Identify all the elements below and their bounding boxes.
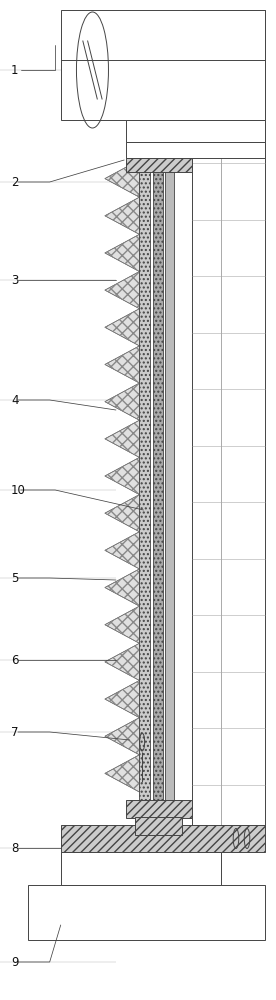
Polygon shape [105, 383, 139, 420]
Text: 2: 2 [11, 176, 18, 188]
Polygon shape [105, 643, 139, 680]
Polygon shape [105, 346, 139, 383]
Polygon shape [105, 718, 139, 755]
Text: 1: 1 [11, 64, 18, 77]
Text: 8: 8 [11, 842, 18, 854]
Bar [61, 852, 221, 885]
Polygon shape [105, 234, 139, 272]
Polygon shape [105, 680, 139, 718]
Polygon shape [105, 532, 139, 569]
Polygon shape [105, 457, 139, 495]
Text: 6: 6 [11, 654, 18, 666]
Polygon shape [105, 755, 139, 792]
Bar [153, 158, 163, 800]
Bar [192, 10, 265, 825]
Polygon shape [105, 197, 139, 234]
Bar [126, 120, 265, 142]
Polygon shape [105, 569, 139, 606]
Polygon shape [105, 272, 139, 309]
Bar [139, 158, 150, 800]
Bar [61, 10, 265, 120]
Bar [28, 885, 265, 940]
Bar [126, 800, 192, 818]
Polygon shape [105, 420, 139, 457]
Text: 5: 5 [11, 572, 18, 584]
Bar [165, 158, 174, 800]
Text: 7: 7 [11, 726, 18, 738]
Text: 10: 10 [11, 484, 26, 496]
Bar [61, 825, 265, 852]
Bar [135, 817, 182, 835]
Text: 4: 4 [11, 393, 18, 406]
Polygon shape [105, 160, 139, 197]
Bar [126, 142, 265, 158]
Polygon shape [105, 495, 139, 532]
Text: 9: 9 [11, 956, 18, 968]
Polygon shape [105, 309, 139, 346]
Bar [126, 158, 192, 172]
Text: 3: 3 [11, 273, 18, 286]
Polygon shape [105, 606, 139, 643]
